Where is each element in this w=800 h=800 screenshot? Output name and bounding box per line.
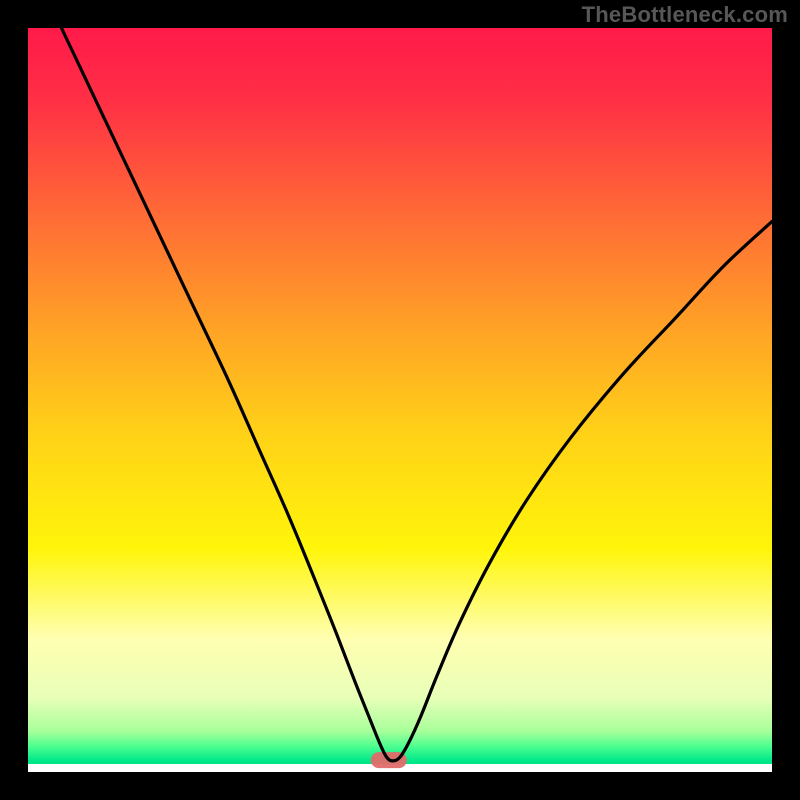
bottleneck-chart	[0, 0, 800, 800]
chart-container: TheBottleneck.com	[0, 0, 800, 800]
chart-background-gradient	[28, 28, 772, 772]
watermark-text: TheBottleneck.com	[582, 2, 788, 28]
